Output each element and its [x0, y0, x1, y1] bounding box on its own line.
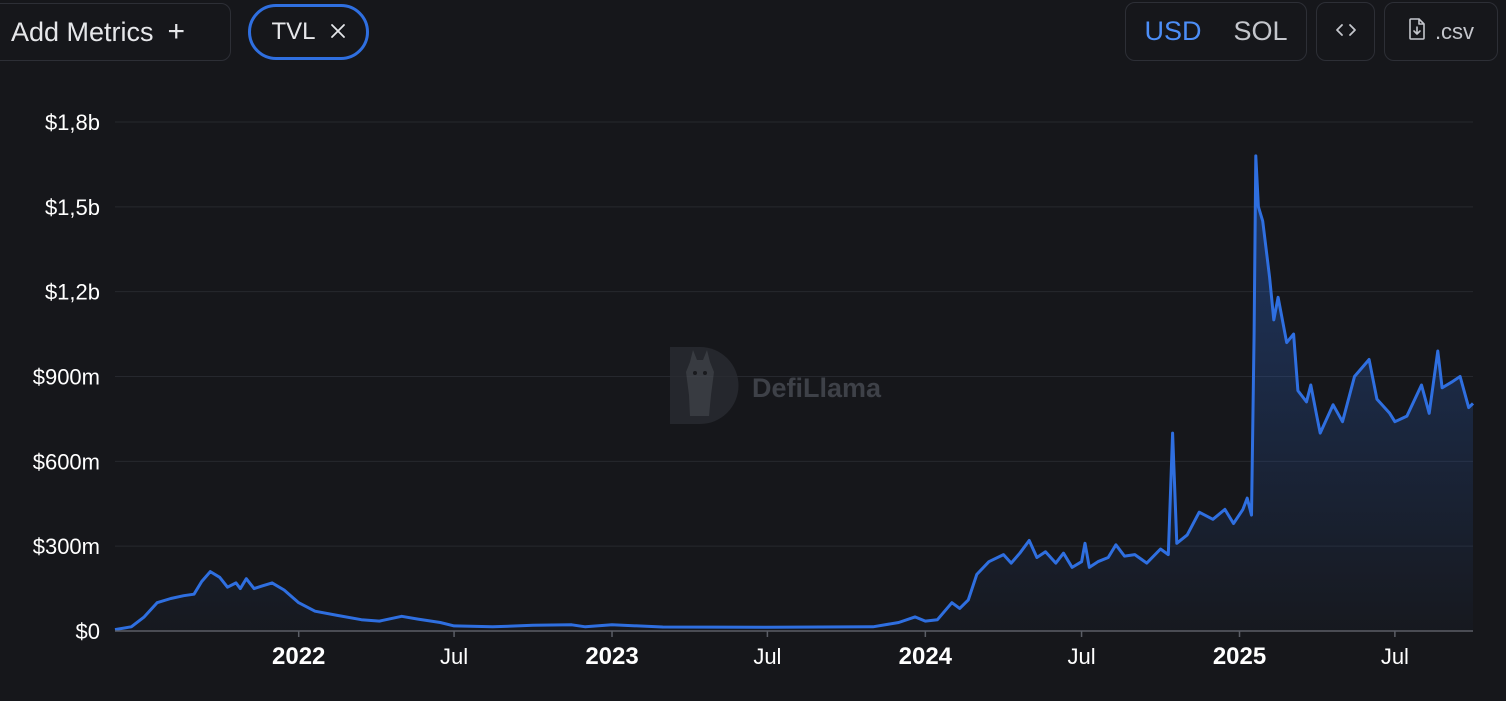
y-tick-label: $900m [33, 365, 100, 390]
x-tick-label: 2023 [585, 643, 638, 670]
code-icon [1335, 20, 1357, 43]
y-tick-label: $1,8b [45, 110, 100, 135]
x-tick-label: Jul [1068, 644, 1096, 669]
x-tick-label: 2022 [272, 643, 325, 670]
x-axis: 2022 Jul 2023 Jul 2024 Jul 2025 Jul [272, 631, 1409, 670]
watermark-text: DefiLlama [752, 373, 882, 403]
add-metrics-button[interactable]: Add Metrics + [0, 3, 231, 61]
y-tick-label: $1,2b [45, 280, 100, 305]
x-tick-label: Jul [440, 644, 468, 669]
currency-option-sol[interactable]: SOL [1233, 16, 1288, 46]
csv-label: .csv [1434, 18, 1475, 44]
y-axis: $0 $300m $600m $900m $1,2b $1,5b $1,8b [33, 110, 100, 644]
tvl-area [115, 155, 1473, 631]
x-tick-label: Jul [753, 644, 781, 669]
grid-lines [115, 121, 1473, 547]
tvl-line [114, 154, 1475, 632]
watermark: DefiLlama [670, 347, 882, 424]
metric-chip-tvl[interactable]: TVL [248, 4, 369, 60]
y-tick-label: $300m [33, 534, 100, 559]
embed-button[interactable] [1316, 2, 1375, 61]
currency-option-usd[interactable]: USD [1144, 16, 1202, 46]
x-tick-label: 2025 [1213, 643, 1266, 670]
x-tick-label: 2024 [899, 643, 953, 670]
download-csv-button[interactable]: .csv [1384, 2, 1498, 61]
llama-logo-icon [670, 347, 739, 424]
y-tick-label: $600m [33, 449, 100, 474]
close-icon[interactable] [330, 18, 346, 46]
plus-icon: + [167, 15, 186, 48]
metric-chip-label: TVL [271, 18, 316, 45]
file-download-icon [1408, 17, 1426, 46]
y-tick-label: $0 [76, 619, 100, 644]
y-tick-label: $1,5b [45, 195, 100, 220]
currency-toggle: USD SOL [1125, 2, 1307, 61]
add-metrics-label: Add Metrics [11, 16, 154, 47]
x-tick-label: Jul [1381, 644, 1409, 669]
